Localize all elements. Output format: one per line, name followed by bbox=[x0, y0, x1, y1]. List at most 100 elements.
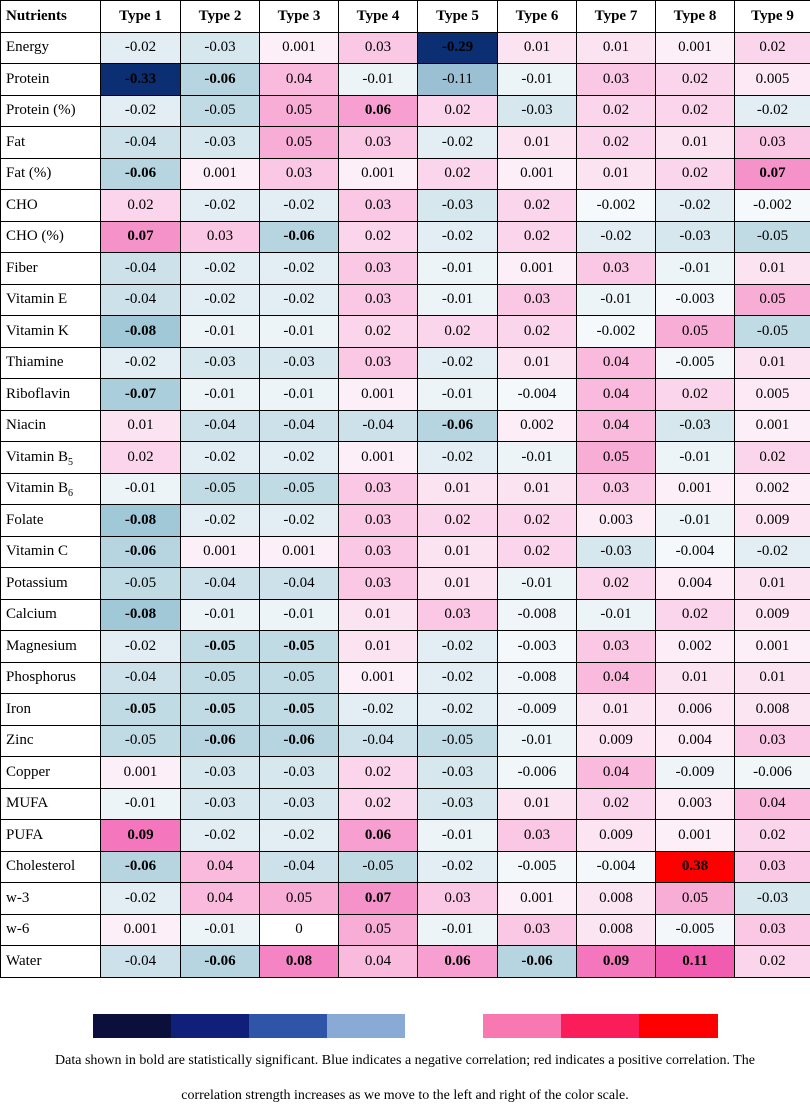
heatmap-cell: -0.01 bbox=[259, 598, 339, 631]
heatmap-cell: -0.06 bbox=[180, 945, 260, 978]
heatmap-cell: -0.02 bbox=[100, 346, 181, 379]
heatmap-cell: -0.03 bbox=[655, 409, 735, 442]
heatmap-cell: 0.03 bbox=[417, 598, 498, 631]
heatmap-cell: 0.09 bbox=[576, 945, 656, 978]
row-label: Iron bbox=[0, 693, 101, 726]
table-row: Potassium -0.05 -0.04 -0.04 0.03 0.01 -0.01 0.0… bbox=[0, 567, 810, 600]
heatmap-cell: -0.02 bbox=[100, 94, 181, 127]
heatmap-cell: -0.03 bbox=[417, 189, 498, 222]
column-header: Type 9 bbox=[734, 0, 810, 33]
heatmap-cell: 0 bbox=[259, 913, 339, 946]
heatmap-cell: 0.001 bbox=[338, 378, 418, 411]
heatmap-cell: -0.05 bbox=[180, 693, 260, 726]
heatmap-cell: -0.04 bbox=[100, 945, 181, 978]
heatmap-cell: 0.03 bbox=[338, 567, 418, 600]
heatmap-cell: -0.004 bbox=[576, 850, 656, 883]
heatmap-cell: -0.03 bbox=[180, 346, 260, 379]
heatmap-cell: -0.02 bbox=[576, 220, 656, 253]
table-row: w-3 -0.02 0.04 0.05 0.07 0.03 0.001 0.008 0.05 -0… bbox=[0, 882, 810, 915]
heatmap-cell: 0.02 bbox=[734, 819, 810, 852]
row-label: Phosphorus bbox=[0, 661, 101, 694]
caption-line-1: Data shown in bold are statistically sig… bbox=[55, 1053, 755, 1068]
heatmap-cell: 0.03 bbox=[338, 252, 418, 285]
heatmap-cell: -0.05 bbox=[180, 472, 260, 505]
heatmap-cell: 0.03 bbox=[497, 819, 577, 852]
heatmap-cell: -0.04 bbox=[259, 850, 339, 883]
heatmap-cell: -0.009 bbox=[655, 756, 735, 789]
heatmap-cell: 0.008 bbox=[576, 882, 656, 915]
heatmap-cell: 0.001 bbox=[259, 535, 339, 568]
heatmap-cell: 0.009 bbox=[576, 724, 656, 757]
heatmap-cell: -0.06 bbox=[259, 220, 339, 253]
heatmap-cell: -0.07 bbox=[100, 378, 181, 411]
heatmap-cell: 0.03 bbox=[338, 31, 418, 64]
heatmap-cell: -0.05 bbox=[259, 472, 339, 505]
row-label: Energy bbox=[0, 31, 101, 64]
heatmap-cell: 0.04 bbox=[180, 882, 260, 915]
heatmap-cell: 0.03 bbox=[576, 472, 656, 505]
heatmap-cell: -0.01 bbox=[180, 913, 260, 946]
row-label: Fat (%) bbox=[0, 157, 101, 190]
column-header: Type 8 bbox=[655, 0, 735, 33]
heatmap-cell: -0.04 bbox=[338, 724, 418, 757]
heatmap-cell: -0.02 bbox=[734, 535, 810, 568]
heatmap-cell: 0.001 bbox=[100, 756, 181, 789]
heatmap-cell: -0.01 bbox=[497, 63, 577, 96]
color-scale-segment bbox=[483, 1014, 562, 1038]
heatmap-cell: 0.03 bbox=[259, 157, 339, 190]
heatmap-cell: 0.02 bbox=[417, 504, 498, 537]
heatmap-cell: -0.02 bbox=[417, 693, 498, 726]
heatmap-cell: 0.009 bbox=[734, 504, 810, 537]
heatmap-cell: 0.02 bbox=[576, 787, 656, 820]
row-label: Fiber bbox=[0, 252, 101, 285]
row-label: Magnesium bbox=[0, 630, 101, 663]
row-label: CHO bbox=[0, 189, 101, 222]
heatmap-cell: 0.04 bbox=[576, 756, 656, 789]
corner-label: Nutrients bbox=[0, 0, 101, 33]
column-header: Type 4 bbox=[338, 0, 418, 33]
heatmap-cell: 0.05 bbox=[655, 882, 735, 915]
heatmap-cell: -0.02 bbox=[100, 882, 181, 915]
correlation-heatmap-table: Nutrients Type 1 Type 2 Type 3 Type 4 Type 5… bbox=[0, 0, 810, 978]
heatmap-cell: 0.01 bbox=[576, 693, 656, 726]
heatmap-cell: -0.005 bbox=[655, 913, 735, 946]
row-label: Vitamin C bbox=[0, 535, 101, 568]
table-row: Phosphorus -0.04 -0.05 -0.05 0.001 -0.02 -0.00… bbox=[0, 661, 810, 694]
row-label: Fat bbox=[0, 126, 101, 159]
heatmap-cell: -0.04 bbox=[259, 409, 339, 442]
heatmap-cell: 0.03 bbox=[338, 189, 418, 222]
heatmap-cell: 0.02 bbox=[338, 220, 418, 253]
table-row: Vitamin C -0.06 0.001 0.001 0.03 0.01 0.02 -0.0… bbox=[0, 535, 810, 568]
table-row: MUFA -0.01 -0.03 -0.03 0.02 -0.03 0.01 0.02 0.00… bbox=[0, 787, 810, 820]
heatmap-cell: -0.003 bbox=[497, 630, 577, 663]
heatmap-cell: -0.006 bbox=[497, 756, 577, 789]
heatmap-cell: 0.05 bbox=[338, 913, 418, 946]
heatmap-cell: 0.05 bbox=[655, 315, 735, 348]
heatmap-cell: 0.07 bbox=[100, 220, 181, 253]
row-label: Vitamin E bbox=[0, 283, 101, 316]
row-label: w-3 bbox=[0, 882, 101, 915]
header-row: Nutrients Type 1 Type 2 Type 3 Type 4 Type 5… bbox=[0, 0, 810, 33]
heatmap-cell: 0.004 bbox=[655, 724, 735, 757]
heatmap-cell: -0.01 bbox=[259, 315, 339, 348]
table-row: Folate -0.08 -0.02 -0.02 0.03 0.02 0.02 0.003 -0… bbox=[0, 504, 810, 537]
heatmap-cell: -0.004 bbox=[655, 535, 735, 568]
heatmap-cell: -0.04 bbox=[180, 567, 260, 600]
heatmap-cell: -0.003 bbox=[655, 283, 735, 316]
heatmap-cell: 0.02 bbox=[655, 157, 735, 190]
heatmap-cell: -0.03 bbox=[259, 346, 339, 379]
column-header: Type 5 bbox=[417, 0, 498, 33]
heatmap-cell: -0.02 bbox=[259, 189, 339, 222]
row-label: Cholesterol bbox=[0, 850, 101, 883]
heatmap-cell: -0.03 bbox=[180, 787, 260, 820]
heatmap-cell: 0.008 bbox=[576, 913, 656, 946]
table-row: Cholesterol -0.06 0.04 -0.04 -0.05 -0.02 -0.00… bbox=[0, 850, 810, 883]
heatmap-cell: 0.01 bbox=[417, 567, 498, 600]
row-label: Vitamin B6 bbox=[0, 472, 101, 505]
heatmap-cell: 0.01 bbox=[417, 535, 498, 568]
table-row: Protein (%) -0.02 -0.05 0.05 0.06 0.02 -0.03 0.… bbox=[0, 94, 810, 127]
heatmap-cell: -0.02 bbox=[417, 346, 498, 379]
heatmap-cell: -0.002 bbox=[734, 189, 810, 222]
heatmap-cell: -0.05 bbox=[338, 850, 418, 883]
heatmap-cell: 0.009 bbox=[576, 819, 656, 852]
